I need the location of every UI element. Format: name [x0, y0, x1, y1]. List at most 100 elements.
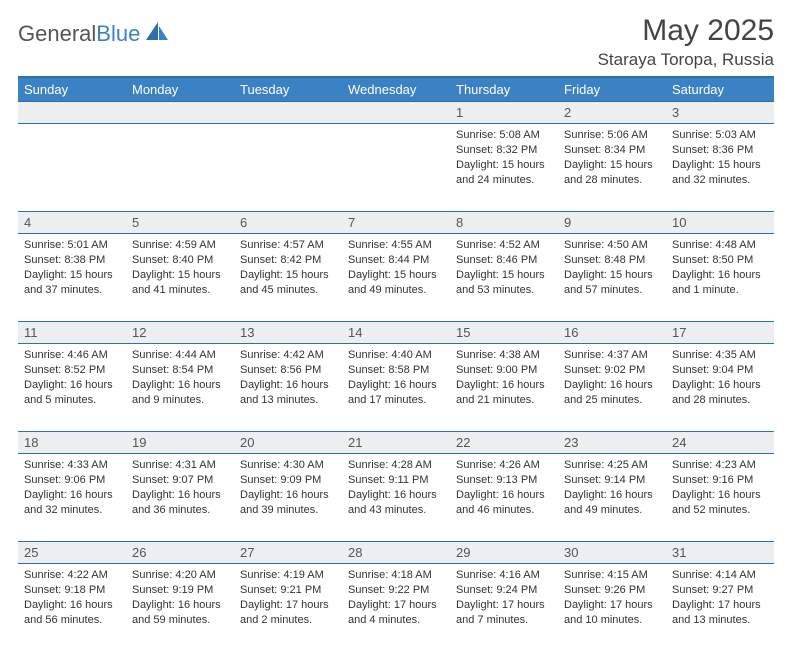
day-number-cell: 24: [666, 432, 774, 454]
daylight-line: Daylight: 15 hours and 32 minutes.: [672, 158, 768, 188]
day-number-cell: 6: [234, 212, 342, 234]
day-number-cell: 15: [450, 322, 558, 344]
day-number-cell: 28: [342, 542, 450, 564]
day-cell: Sunrise: 4:22 AMSunset: 9:18 PMDaylight:…: [18, 564, 126, 652]
page-title: May 2025: [598, 14, 774, 48]
day-number-cell: 23: [558, 432, 666, 454]
day-number-cell: 12: [126, 322, 234, 344]
day-number-cell: 1: [450, 102, 558, 124]
logo: GeneralBlue: [18, 14, 170, 47]
day-cell: Sunrise: 5:06 AMSunset: 8:34 PMDaylight:…: [558, 124, 666, 212]
daylight-line: Daylight: 15 hours and 49 minutes.: [348, 268, 444, 298]
sunset-line: Sunset: 8:50 PM: [672, 253, 768, 268]
daylight-line: Daylight: 16 hours and 46 minutes.: [456, 488, 552, 518]
day-details: Sunrise: 4:50 AMSunset: 8:48 PMDaylight:…: [558, 234, 666, 303]
sunrise-line: Sunrise: 5:08 AM: [456, 128, 552, 143]
sunset-line: Sunset: 9:27 PM: [672, 583, 768, 598]
week-row: Sunrise: 4:33 AMSunset: 9:06 PM Daylight:…: [18, 454, 774, 542]
daylight-line: Daylight: 16 hours and 59 minutes.: [132, 598, 228, 628]
day-details: Sunrise: 4:30 AMSunset: 9:09 PMDaylight:…: [234, 454, 342, 523]
sunrise-line: Sunrise: 4:23 AM: [672, 458, 768, 473]
daylight-line: Daylight: 16 hours and 13 minutes.: [240, 378, 336, 408]
week-row: Sunrise: 4:22 AMSunset: 9:18 PMDaylight:…: [18, 564, 774, 652]
day-number-cell: 10: [666, 212, 774, 234]
sunrise-line: Sunrise: 4:40 AM: [348, 348, 444, 363]
sunrise-line: Sunrise: 4:59 AM: [132, 238, 228, 253]
dow-header: Sunday: [18, 78, 126, 102]
day-number-cell: [234, 102, 342, 124]
sunset-line: Sunset: 8:34 PM: [564, 143, 660, 158]
daynum-row: 25262728293031: [18, 542, 774, 564]
day-details: Sunrise: 5:08 AMSunset: 8:32 PMDaylight:…: [450, 124, 558, 193]
sunrise-line: Sunrise: 4:18 AM: [348, 568, 444, 583]
header: GeneralBlue May 2025 Staraya Toropa, Rus…: [18, 14, 774, 70]
daynum-row: 11121314151617: [18, 322, 774, 344]
day-cell: Sunrise: 4:30 AMSunset: 9:09 PMDaylight:…: [234, 454, 342, 542]
day-details: Sunrise: 4:18 AMSunset: 9:22 PMDaylight:…: [342, 564, 450, 633]
day-number-cell: 30: [558, 542, 666, 564]
sunrise-line: Sunrise: 5:01 AM: [24, 238, 120, 253]
day-cell: Sunrise: 4:46 AMSunset: 8:52 PMDaylight:…: [18, 344, 126, 432]
logo-sail-icon: [144, 20, 170, 47]
sunset-line: Sunset: 8:58 PM: [348, 363, 444, 378]
day-cell: Sunrise: 4:15 AMSunset: 9:26 PMDaylight:…: [558, 564, 666, 652]
day-cell: Sunrise: 4:38 AMSunset: 9:00 PMDaylight:…: [450, 344, 558, 432]
sunset-line: Sunset: 9:19 PM: [132, 583, 228, 598]
day-details: Sunrise: 4:42 AMSunset: 8:56 PMDaylight:…: [234, 344, 342, 413]
day-number-cell: [342, 102, 450, 124]
dow-header: Monday: [126, 78, 234, 102]
daylight-line: Daylight: 17 hours and 4 minutes.: [348, 598, 444, 628]
day-details: Sunrise: 4:31 AMSunset: 9:07 PMDaylight:…: [126, 454, 234, 523]
sunrise-line: Sunrise: 5:06 AM: [564, 128, 660, 143]
sunrise-line: Sunrise: 4:35 AM: [672, 348, 768, 363]
day-cell: Sunrise: 4:57 AMSunset: 8:42 PMDaylight:…: [234, 234, 342, 322]
daylight-line: Daylight: 15 hours and 28 minutes.: [564, 158, 660, 188]
day-details: Sunrise: 4:22 AMSunset: 9:18 PMDaylight:…: [18, 564, 126, 633]
day-details: Sunrise: 4:23 AMSunset: 9:16 PMDaylight:…: [666, 454, 774, 523]
day-number-cell: 9: [558, 212, 666, 234]
week-row: Sunrise: 5:01 AMSunset: 8:38 PM Daylight:…: [18, 234, 774, 322]
day-number-cell: 11: [18, 322, 126, 344]
sunrise-line: Sunrise: 4:19 AM: [240, 568, 336, 583]
day-cell: Sunrise: 5:08 AMSunset: 8:32 PMDaylight:…: [450, 124, 558, 212]
daylight-line: Daylight: 17 hours and 7 minutes.: [456, 598, 552, 628]
day-details: Sunrise: 4:16 AMSunset: 9:24 PMDaylight:…: [450, 564, 558, 633]
day-details: Sunrise: 4:57 AMSunset: 8:42 PMDaylight:…: [234, 234, 342, 303]
day-cell: Sunrise: 4:55 AMSunset: 8:44 PMDaylight:…: [342, 234, 450, 322]
day-cell: Sunrise: 4:44 AMSunset: 8:54 PMDaylight:…: [126, 344, 234, 432]
day-details: Sunrise: 4:37 AMSunset: 9:02 PMDaylight:…: [558, 344, 666, 413]
day-cell: Sunrise: 4:31 AMSunset: 9:07 PMDaylight:…: [126, 454, 234, 542]
daylight-line: Daylight: 16 hours and 28 minutes.: [672, 378, 768, 408]
day-details: Sunrise: 4:28 AMSunset: 9:11 PMDaylight:…: [342, 454, 450, 523]
daynum-row: 18192021222324: [18, 432, 774, 454]
day-cell: [234, 124, 342, 212]
day-cell: [342, 124, 450, 212]
sunrise-line: Sunrise: 4:33 AM: [24, 458, 120, 473]
sunset-line: Sunset: 9:21 PM: [240, 583, 336, 598]
daylight-line: Daylight: 17 hours and 2 minutes.: [240, 598, 336, 628]
day-cell: [18, 124, 126, 212]
day-cell: Sunrise: 4:35 AMSunset: 9:04 PMDaylight:…: [666, 344, 774, 432]
daylight-line: Daylight: 15 hours and 24 minutes.: [456, 158, 552, 188]
day-number-cell: 21: [342, 432, 450, 454]
daylight-line: Daylight: 16 hours and 21 minutes.: [456, 378, 552, 408]
sunset-line: Sunset: 9:02 PM: [564, 363, 660, 378]
sunset-line: Sunset: 9:04 PM: [672, 363, 768, 378]
day-details: Sunrise: 4:59 AMSunset: 8:40 PMDaylight:…: [126, 234, 234, 303]
day-details: Sunrise: 5:03 AMSunset: 8:36 PMDaylight:…: [666, 124, 774, 193]
title-block: May 2025 Staraya Toropa, Russia: [598, 14, 774, 70]
sunset-line: Sunset: 8:38 PM: [24, 253, 120, 268]
day-cell: Sunrise: 4:37 AMSunset: 9:02 PMDaylight:…: [558, 344, 666, 432]
daylight-line: Daylight: 15 hours and 45 minutes.: [240, 268, 336, 298]
day-cell: Sunrise: 4:33 AMSunset: 9:06 PMDaylight:…: [18, 454, 126, 542]
day-details: Sunrise: 4:20 AMSunset: 9:19 PMDaylight:…: [126, 564, 234, 633]
day-number-cell: 31: [666, 542, 774, 564]
daylight-line: Daylight: 16 hours and 9 minutes.: [132, 378, 228, 408]
sunset-line: Sunset: 8:56 PM: [240, 363, 336, 378]
day-number-cell: 5: [126, 212, 234, 234]
sunset-line: Sunset: 8:40 PM: [132, 253, 228, 268]
sunset-line: Sunset: 9:06 PM: [24, 473, 120, 488]
sunrise-line: Sunrise: 4:42 AM: [240, 348, 336, 363]
sunrise-line: Sunrise: 4:44 AM: [132, 348, 228, 363]
day-number-cell: 26: [126, 542, 234, 564]
